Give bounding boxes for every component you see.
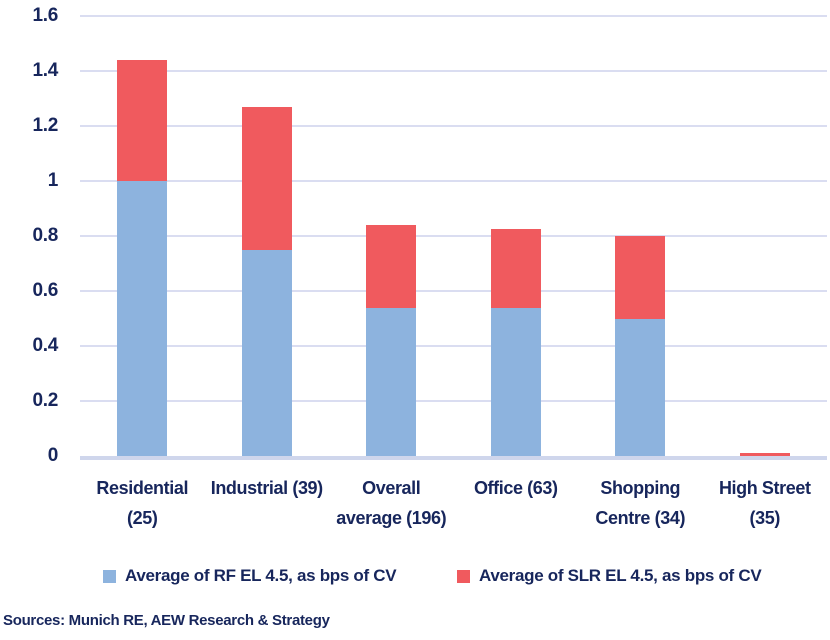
gridline	[80, 400, 827, 402]
bar-segment-slr	[739, 453, 790, 456]
x-axis-label-line: average (196)	[336, 508, 447, 528]
legend-label-rf: Average of RF EL 4.5, as bps of CV	[125, 566, 397, 585]
x-axis-category-label: Residential (25)	[67, 473, 217, 533]
x-axis-label-line: Industrial (39)	[210, 478, 323, 498]
x-axis-label-line: (25)	[127, 508, 158, 528]
gridline	[80, 70, 827, 72]
legend-item-rf: Average of RF EL 4.5, as bps of CV	[103, 566, 397, 586]
x-axis-label-line: Residential	[96, 478, 189, 498]
x-axis-category-label: High Street (35)	[690, 473, 830, 533]
x-axis-line	[80, 456, 827, 460]
bar-segment-rf	[117, 181, 168, 456]
y-axis-tick-label: 1.6	[32, 5, 58, 26]
sources-note: Sources: Munich RE, AEW Research & Strat…	[3, 612, 330, 629]
gridline	[80, 125, 827, 127]
x-axis-label-line: (35)	[749, 508, 781, 528]
y-axis-tick-label: 1.4	[32, 60, 58, 81]
x-axis-category-label: Shopping Centre (34)	[565, 473, 715, 533]
legend-swatch-slr	[457, 569, 470, 583]
bar-segment-slr	[366, 225, 417, 308]
legend-label-slr: Average of SLR EL 4.5, as bps of CV	[479, 566, 762, 585]
x-axis-label-line: Overall	[362, 478, 421, 498]
x-axis-category-label: Industrial (39)	[192, 473, 342, 503]
x-axis-category-label: Overall average (196)	[316, 473, 466, 533]
bar-segment-slr	[241, 106, 292, 250]
bar-segment-slr	[117, 60, 168, 181]
y-axis-tick-label: 0.4	[32, 335, 58, 356]
gridline	[80, 345, 827, 347]
bar-segment-rf	[615, 318, 666, 456]
x-axis-label-line: High Street	[718, 478, 811, 498]
x-axis-label-line: Centre (34)	[595, 508, 686, 528]
gridline	[80, 15, 827, 17]
legend-item-slr: Average of SLR EL 4.5, as bps of CV	[457, 566, 762, 586]
y-axis-tick-label: 0.6	[32, 280, 58, 301]
y-axis-tick-label: 0.2	[32, 390, 58, 411]
bar-segment-slr	[615, 236, 666, 319]
x-axis-category-label: Office (63)	[441, 473, 591, 503]
bar-segment-rf	[241, 249, 292, 456]
gridline	[80, 290, 827, 292]
legend-swatch-rf	[103, 569, 116, 583]
gridline	[80, 235, 827, 237]
x-axis-label-line: Shopping	[600, 478, 681, 498]
bar-segment-rf	[366, 307, 417, 456]
y-axis-tick-label: 1.2	[32, 115, 58, 136]
y-axis-tick-label: 1	[47, 170, 59, 191]
bar-segment-rf	[490, 307, 541, 456]
y-axis-tick-label: 0.8	[32, 225, 58, 246]
gridline	[80, 180, 827, 182]
bar-segment-slr	[490, 229, 541, 308]
y-axis-tick-label: 0	[47, 445, 59, 466]
x-axis-label-line: Office (63)	[473, 478, 558, 498]
